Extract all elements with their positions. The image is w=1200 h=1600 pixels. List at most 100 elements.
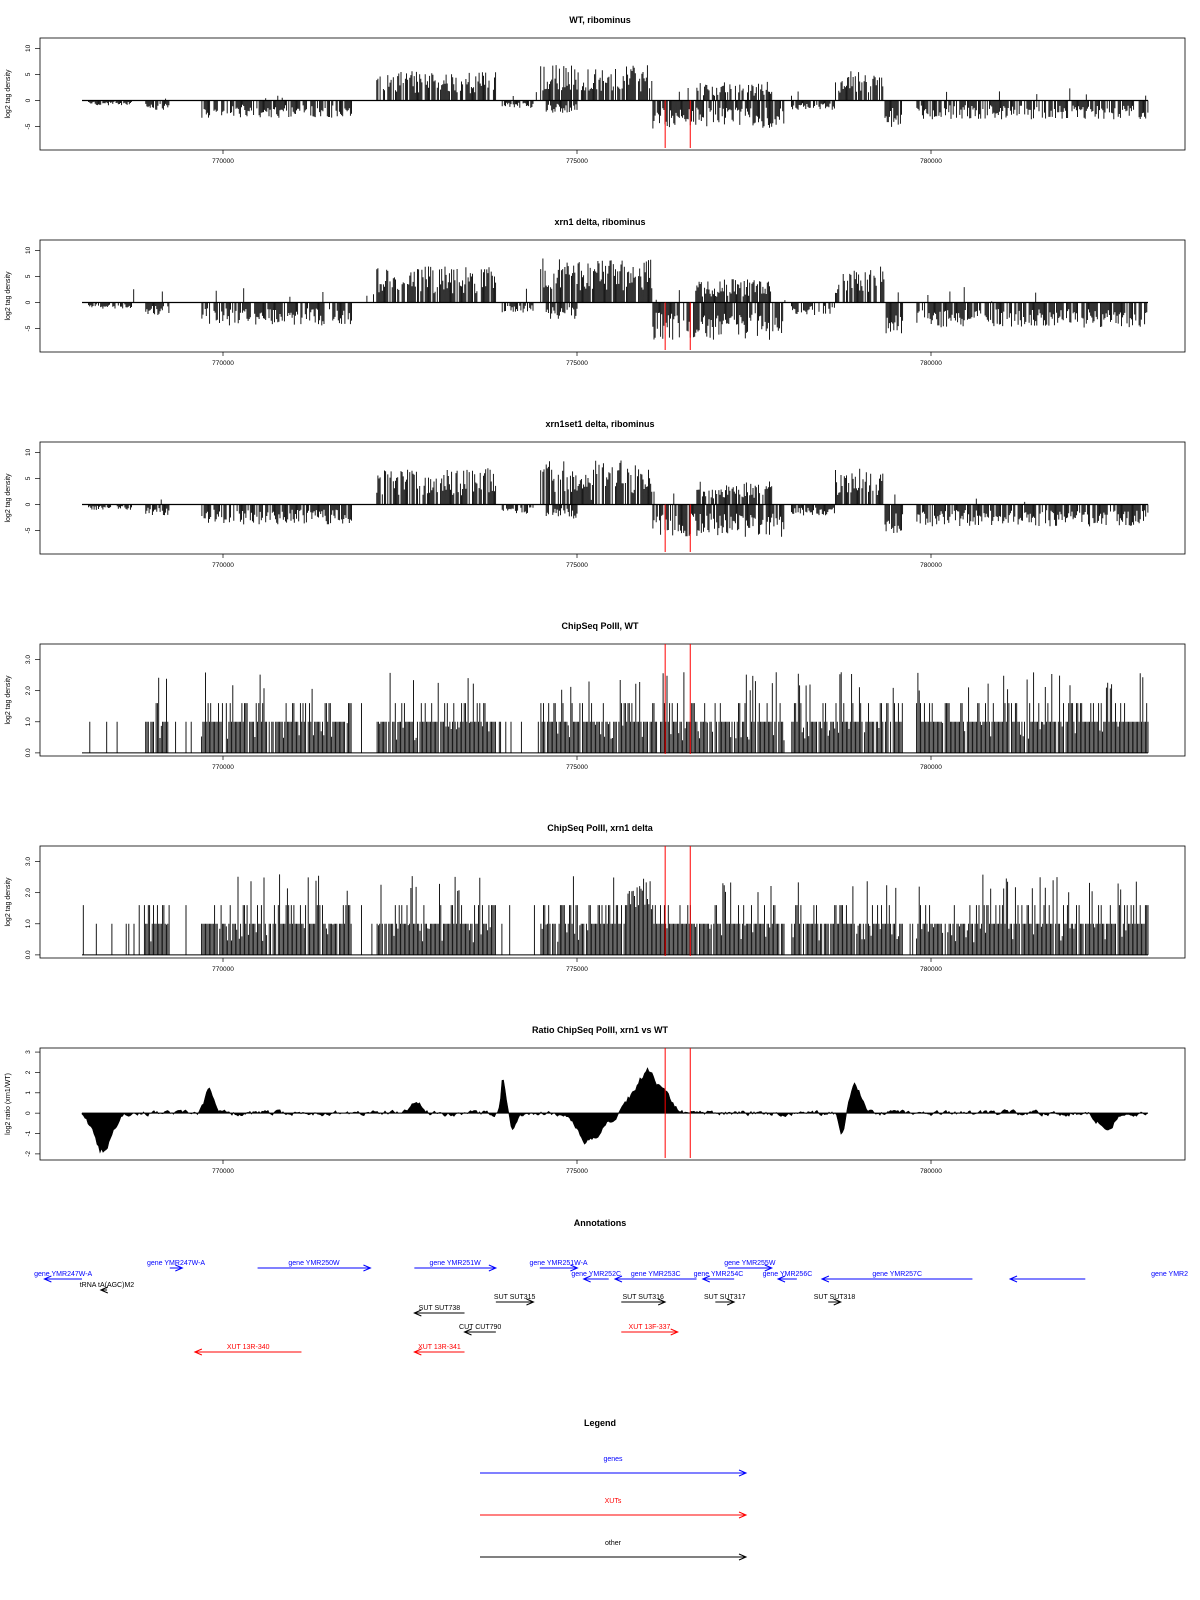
arrowhead: [1008, 1275, 1018, 1283]
arrowhead: [657, 1298, 667, 1306]
coverage-bars: [88, 460, 1149, 537]
annotation-feature: gene YMR256C: [763, 1271, 812, 1283]
y-tick-label: 1.0: [25, 717, 32, 726]
y-axis-label: log2 tag density: [5, 69, 12, 119]
annotation-label: XUT 13R-340: [227, 1344, 270, 1351]
data-marks: [82, 65, 1149, 129]
plot-frame: [39, 37, 1186, 151]
panel-title: ChipSeq PolII, WT: [562, 621, 639, 631]
annotation-label: gene YMR255W: [724, 1260, 776, 1267]
y-tick-label: -5: [25, 123, 32, 129]
x-tick-label: 775000: [566, 966, 588, 973]
annotation-feature: gene YMR251W: [414, 1260, 498, 1272]
annotation-feature: XUT 13R-340: [193, 1344, 302, 1356]
y-axis-label: log2 tag density: [5, 877, 12, 927]
y-axis-label: log2 tag density: [5, 675, 12, 725]
arrowhead: [488, 1264, 498, 1272]
x-tick-label: 775000: [566, 360, 588, 367]
legend-label: other: [605, 1540, 622, 1547]
y-tick-label: 2.0: [25, 888, 32, 897]
arrowhead: [613, 1275, 623, 1283]
plot-frame: [39, 239, 1186, 353]
annotation-label: SUT SUT317: [704, 1294, 746, 1301]
arrowhead: [764, 1264, 774, 1272]
annotation-feature: SUT SUT318: [814, 1294, 856, 1306]
annotation-feature: gene YMR254C: [694, 1271, 743, 1283]
annotation-feature: gene YMR247W-A: [147, 1260, 205, 1272]
arrowhead: [701, 1275, 710, 1283]
x-tick-label: 770000: [212, 562, 234, 569]
y-tick-label: -1: [25, 1130, 32, 1136]
x-tick-label: 775000: [566, 562, 588, 569]
x-tick-label: 780000: [920, 1168, 942, 1175]
legend-item: XUTs: [480, 1498, 748, 1519]
coverage-bars: [88, 65, 1149, 129]
y-tick-label: 2.0: [25, 686, 32, 695]
arrowhead: [363, 1264, 372, 1272]
annotations-title: Annotations: [574, 1218, 627, 1228]
annotation-label: tRNA tA(AGC)M2: [80, 1282, 135, 1289]
annotation-label: gene YMR2: [1151, 1271, 1188, 1278]
y-tick-label: 3.0: [25, 857, 32, 866]
annotations-panel: Annotations gene YMR247W-A gene YMR247W-A g…: [34, 1218, 1188, 1356]
annotation-label: gene YMR250W: [288, 1260, 340, 1267]
x-tick-label: 780000: [920, 158, 942, 165]
annotation-label: gene YMR251W: [429, 1260, 481, 1267]
y-tick-label: 3: [25, 1050, 32, 1054]
plot-frame: [39, 845, 1186, 959]
annotation-feature: SUT SUT316: [621, 1294, 667, 1306]
data-marks: [82, 460, 1149, 537]
annotation-feature: gene YMR2: [1008, 1271, 1188, 1283]
panel-title: WT, ribominus: [569, 15, 631, 25]
annotation-feature: gene YMR250W: [257, 1260, 372, 1272]
arrowhead: [413, 1348, 422, 1356]
legend-label: genes: [603, 1456, 623, 1463]
annotation-label: gene YMR253C: [631, 1271, 681, 1278]
y-tick-label: -5: [25, 325, 32, 331]
y-tick-label: -2: [25, 1151, 32, 1157]
annotation-feature: gene YMR253C: [613, 1271, 697, 1283]
annotation-feature: tRNA tA(AGC)M2: [80, 1282, 135, 1294]
annotation-label: gene YMR247W-A: [147, 1260, 205, 1267]
arrowhead: [175, 1264, 184, 1272]
y-tick-label: 10: [25, 246, 32, 254]
y-axis-label: log2 tag density: [5, 271, 12, 321]
y-tick-label: 0: [25, 1111, 32, 1115]
annotation-feature: XUT 13R-341: [413, 1344, 465, 1356]
annotation-feature: gene YMR247W-A: [34, 1271, 93, 1283]
panel-2: xrn1 delta, ribominus log2 tag density -5 0…: [5, 217, 1186, 367]
annotation-label: SUT SUT318: [814, 1294, 856, 1301]
legend-title: Legend: [584, 1418, 616, 1428]
arrowhead: [820, 1275, 830, 1283]
arrowhead: [99, 1286, 109, 1294]
arrowhead: [413, 1309, 422, 1317]
x-tick-label: 770000: [212, 966, 234, 973]
data-marks: [81, 1067, 1149, 1154]
arrowhead: [738, 1469, 748, 1477]
annotation-label: gene YMR257C: [872, 1271, 922, 1278]
data-marks: [82, 672, 1149, 754]
arrowhead: [526, 1298, 535, 1306]
x-tick-label: 780000: [920, 764, 942, 771]
y-tick-label: 0.0: [25, 748, 32, 757]
annotation-label: gene YMR251W-A: [530, 1260, 588, 1267]
annotation-label: gene YMR247W-A: [34, 1271, 92, 1278]
annotation-label: XUT 13R-341: [418, 1344, 461, 1351]
annotation-label: gene YMR252C: [571, 1271, 621, 1278]
y-tick-label: 2: [25, 1070, 32, 1074]
annotation-feature: CUT CUT790: [459, 1324, 501, 1336]
arrowhead: [738, 1553, 748, 1561]
x-tick-label: 775000: [566, 764, 588, 771]
x-tick-label: 780000: [920, 360, 942, 367]
x-tick-label: 770000: [212, 1168, 234, 1175]
x-tick-label: 775000: [566, 1168, 588, 1175]
arrowhead: [463, 1328, 472, 1336]
y-tick-label: -5: [25, 527, 32, 533]
coverage-bars: [88, 258, 1148, 340]
panel-6: Ratio ChipSeq PolII, xrn1 vs WT log2 rati…: [5, 1025, 1186, 1175]
legend-panel: Legend genes XUTs other: [480, 1418, 748, 1561]
y-axis-label: log2 ratio (xrn1/WT): [5, 1073, 12, 1135]
x-tick-label: 780000: [920, 562, 942, 569]
plot-frame: [39, 1047, 1186, 1161]
arrowhead: [726, 1298, 736, 1306]
